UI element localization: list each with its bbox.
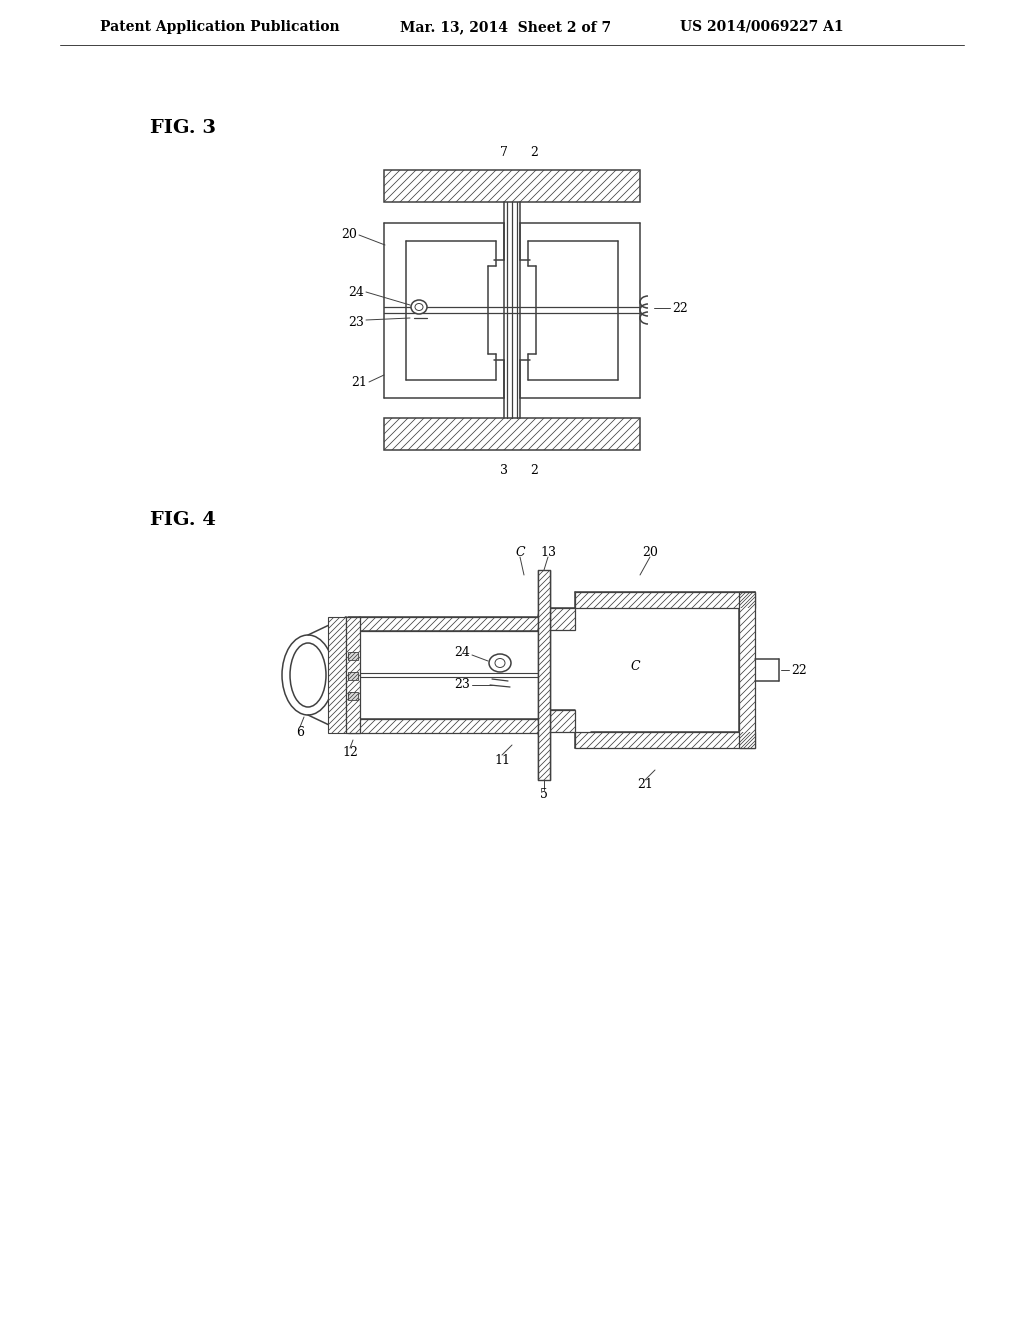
Text: 21: 21 (637, 779, 653, 792)
Bar (384, 418, 640, 450)
Bar (348, 692, 358, 700)
Text: 3: 3 (500, 463, 508, 477)
Bar (346, 616, 360, 733)
Text: 12: 12 (342, 747, 358, 759)
Ellipse shape (495, 659, 505, 668)
Text: C: C (515, 546, 525, 560)
Text: 2: 2 (530, 463, 538, 477)
Text: 23: 23 (348, 315, 364, 329)
Text: 24: 24 (454, 647, 470, 660)
Text: 7: 7 (500, 145, 508, 158)
Ellipse shape (489, 653, 511, 672)
Text: 21: 21 (351, 375, 367, 388)
Text: 22: 22 (672, 301, 688, 314)
Text: FIG. 4: FIG. 4 (150, 511, 216, 529)
Text: Patent Application Publication: Patent Application Publication (100, 20, 340, 34)
Ellipse shape (411, 300, 427, 314)
Text: 5: 5 (540, 788, 548, 801)
Bar (739, 591, 755, 748)
Bar (575, 591, 755, 609)
Bar (348, 672, 358, 680)
Bar (348, 652, 358, 660)
Text: 20: 20 (642, 546, 658, 560)
Text: 23: 23 (454, 678, 470, 692)
Bar (348, 616, 538, 631)
Text: C: C (630, 660, 640, 673)
Text: 2: 2 (530, 145, 538, 158)
Text: 13: 13 (540, 546, 556, 560)
Text: 22: 22 (791, 664, 807, 676)
Text: FIG. 3: FIG. 3 (150, 119, 216, 137)
Text: Mar. 13, 2014  Sheet 2 of 7: Mar. 13, 2014 Sheet 2 of 7 (400, 20, 611, 34)
Bar (538, 570, 550, 780)
Bar (543, 710, 575, 733)
Text: 11: 11 (494, 754, 510, 767)
Ellipse shape (290, 643, 326, 708)
Bar (348, 719, 538, 733)
Text: 20: 20 (341, 228, 357, 242)
Text: US 2014/0069227 A1: US 2014/0069227 A1 (680, 20, 844, 34)
Ellipse shape (282, 635, 334, 715)
Text: 24: 24 (348, 285, 364, 298)
Bar (543, 609, 575, 630)
Bar (575, 733, 755, 748)
Bar (328, 616, 346, 733)
Text: 6: 6 (296, 726, 304, 739)
Bar (384, 170, 640, 202)
Ellipse shape (415, 304, 423, 310)
